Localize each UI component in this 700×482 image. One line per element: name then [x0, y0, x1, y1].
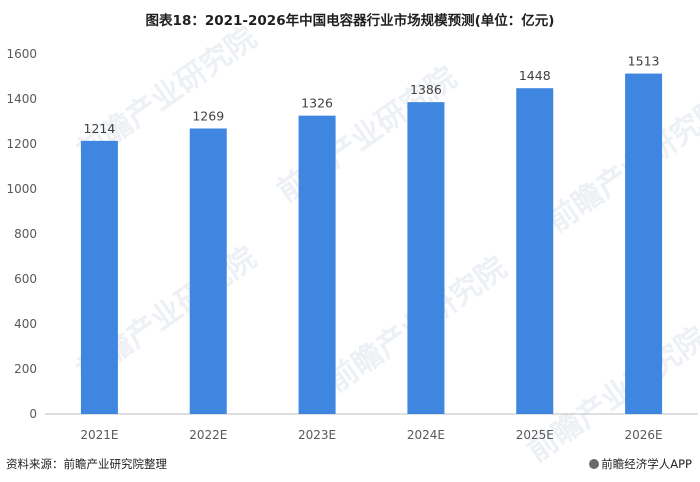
- y-tick-label: 0: [29, 407, 37, 421]
- bar: [189, 128, 227, 414]
- x-tick-label: 2022E: [189, 428, 227, 442]
- brand-logo-icon: [589, 459, 600, 469]
- y-tick-label: 1600: [6, 47, 37, 61]
- y-tick-label: 200: [14, 362, 37, 376]
- bar: [80, 140, 118, 414]
- bar: [298, 115, 336, 415]
- y-tick-label: 600: [14, 272, 37, 286]
- data-label: 1448: [519, 68, 551, 83]
- source-note: 资料来源：前瞻产业研究院整理: [6, 457, 167, 471]
- y-tick-label: 400: [14, 317, 37, 331]
- brand-label: 前瞻经济学人APP: [601, 457, 692, 471]
- x-tick-label: 2025E: [516, 428, 554, 442]
- chart-title: 图表18：2021-2026年中国电容器行业市场规模预测(单位：亿元): [145, 13, 555, 29]
- y-tick-label: 1200: [6, 137, 37, 151]
- data-label: 1386: [410, 82, 442, 97]
- x-tick-label: 2024E: [407, 428, 445, 442]
- data-label: 1214: [84, 121, 116, 136]
- data-label: 1269: [192, 108, 224, 123]
- y-tick-label: 800: [14, 227, 37, 241]
- y-tick-label: 1000: [6, 182, 37, 196]
- bar: [516, 88, 554, 414]
- y-tick-label: 1400: [6, 92, 37, 106]
- x-tick-label: 2023E: [298, 428, 336, 442]
- data-label: 1326: [301, 96, 333, 111]
- bar: [407, 102, 445, 415]
- x-tick-label: 2021E: [80, 428, 118, 442]
- bar: [625, 73, 663, 414]
- data-label: 1513: [628, 54, 660, 69]
- x-tick-label: 2026E: [625, 428, 663, 442]
- brand-note: 前瞻经济学人APP: [589, 456, 692, 472]
